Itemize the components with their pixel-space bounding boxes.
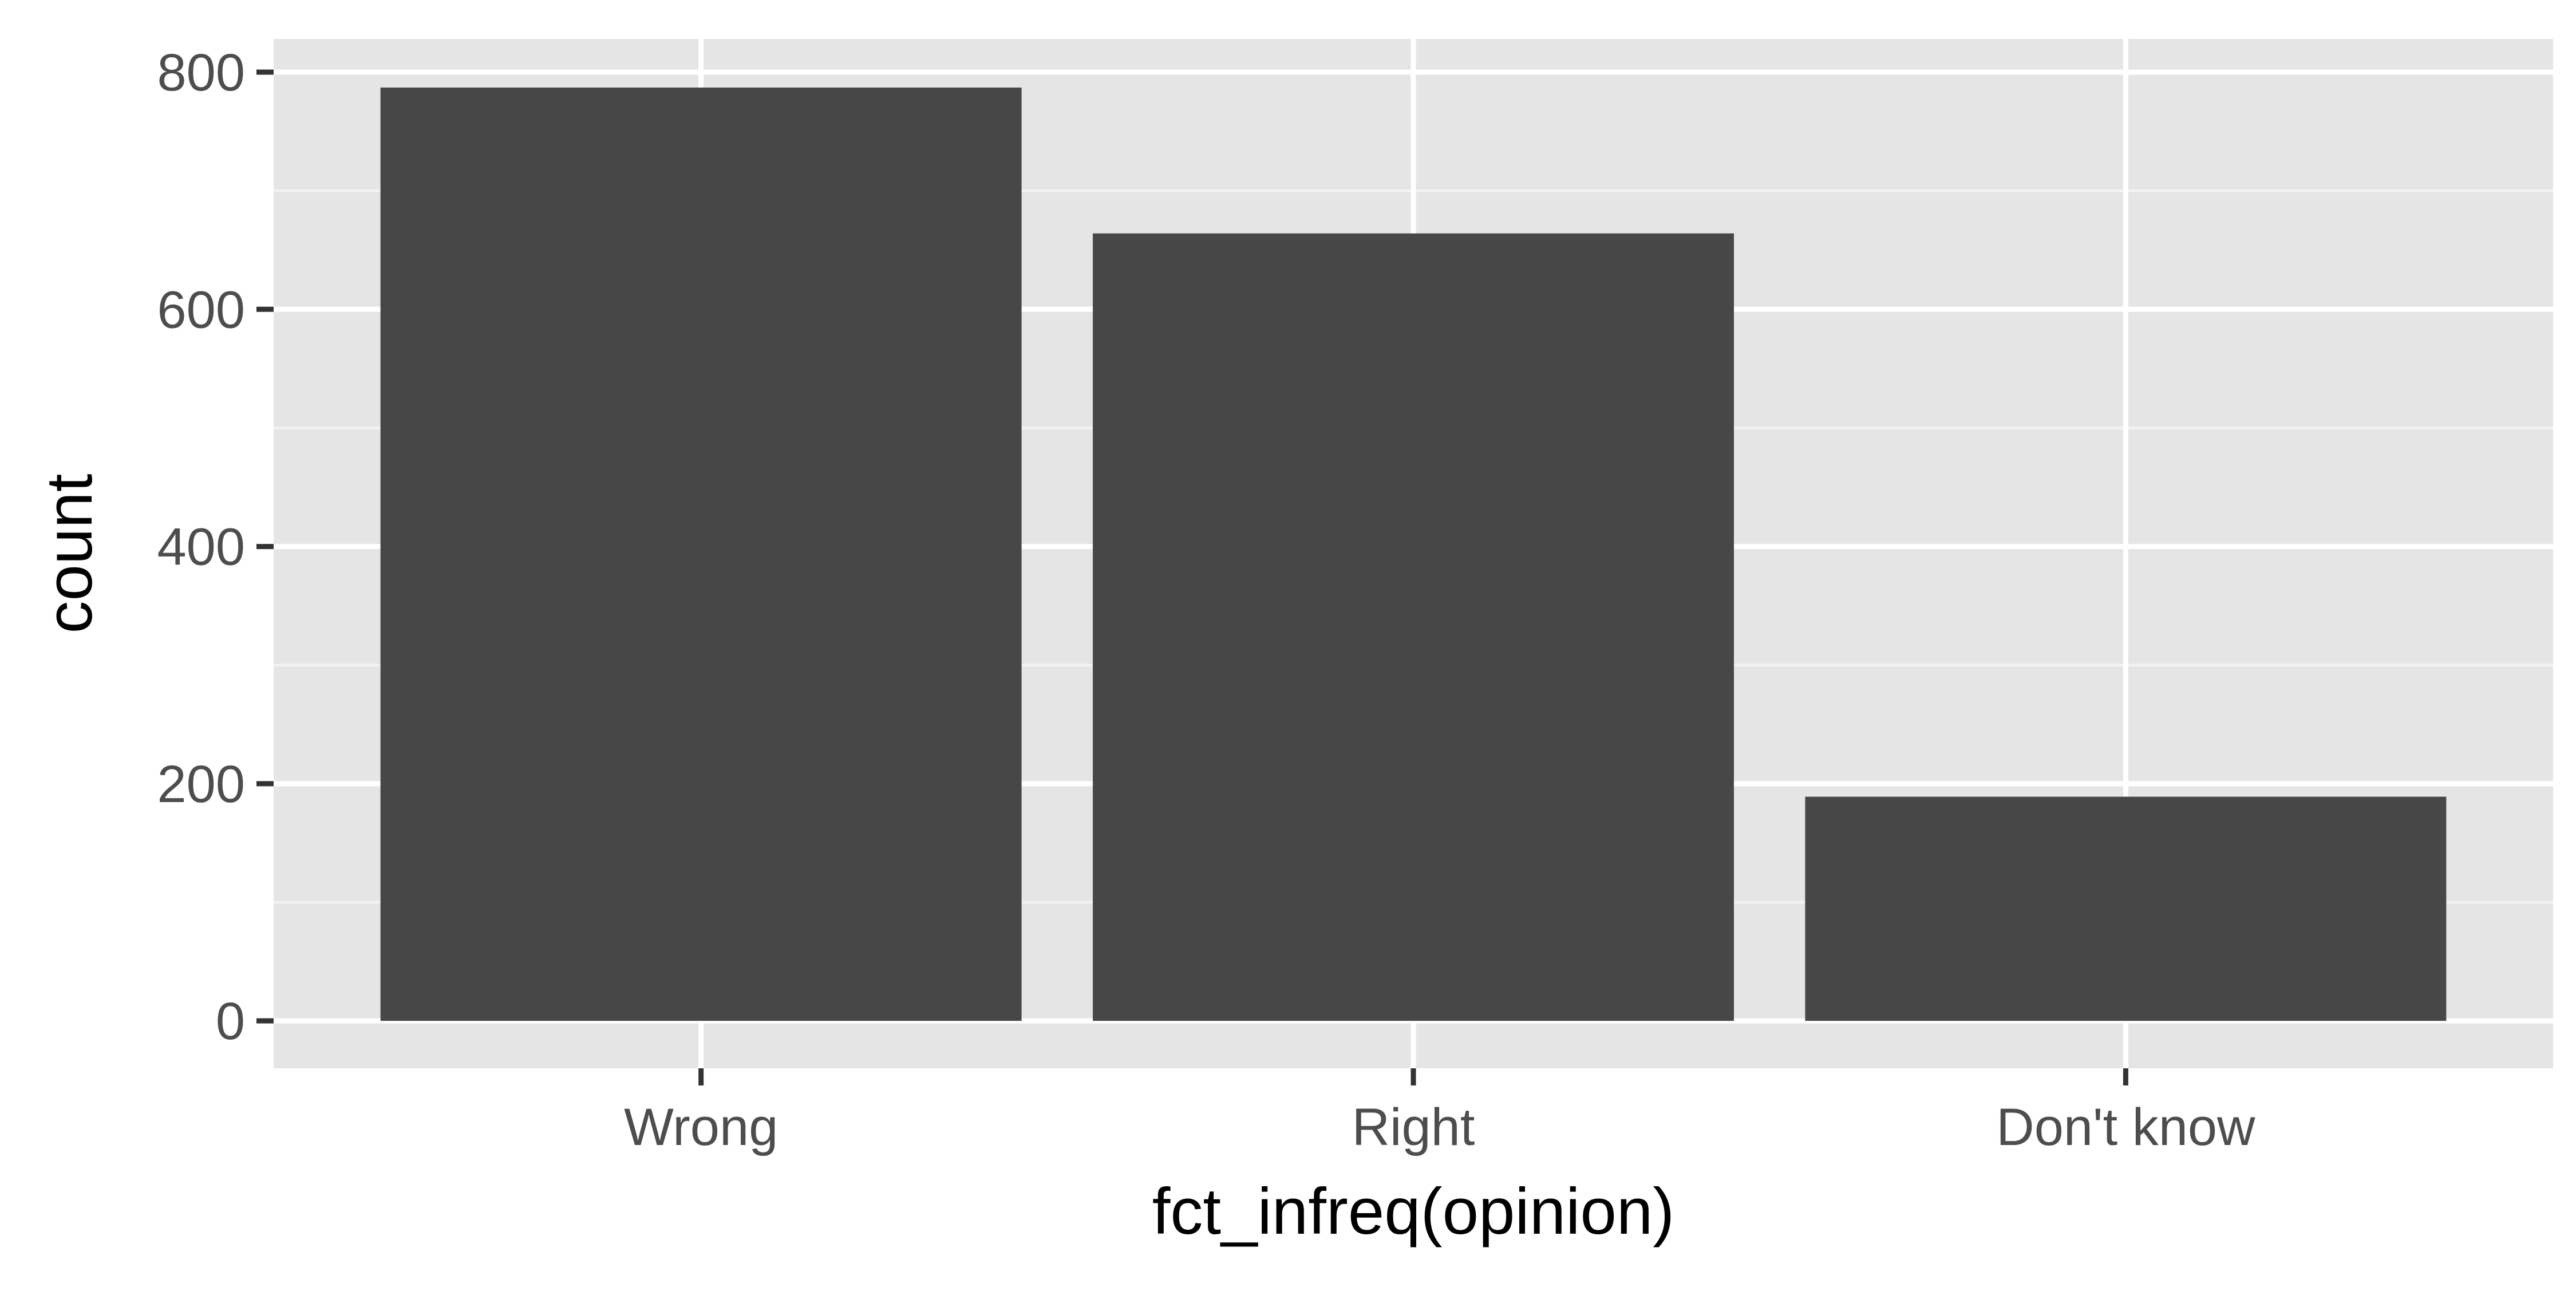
y-tick-label: 600	[157, 281, 246, 339]
y-tick-label: 200	[157, 755, 246, 814]
y-tick-label: 800	[157, 44, 246, 102]
x-axis: Wrong Right Don't know	[624, 1068, 2255, 1156]
bars-group	[380, 87, 2447, 1021]
x-axis-title: fct_infreq(opinion)	[1152, 1175, 1675, 1248]
y-tick-label: 0	[216, 992, 245, 1051]
bar-don-t-know	[1805, 796, 2447, 1021]
bar-wrong	[380, 87, 1022, 1021]
y-axis: 0 200 400 600 800	[157, 44, 274, 1051]
y-axis-title: count	[33, 474, 106, 634]
bar-right	[1093, 233, 1734, 1021]
y-tick-label: 400	[157, 518, 246, 577]
x-tick-label: Don't know	[1996, 1098, 2255, 1156]
x-tick-label: Right	[1352, 1098, 1475, 1156]
x-tick-label: Wrong	[624, 1098, 778, 1156]
